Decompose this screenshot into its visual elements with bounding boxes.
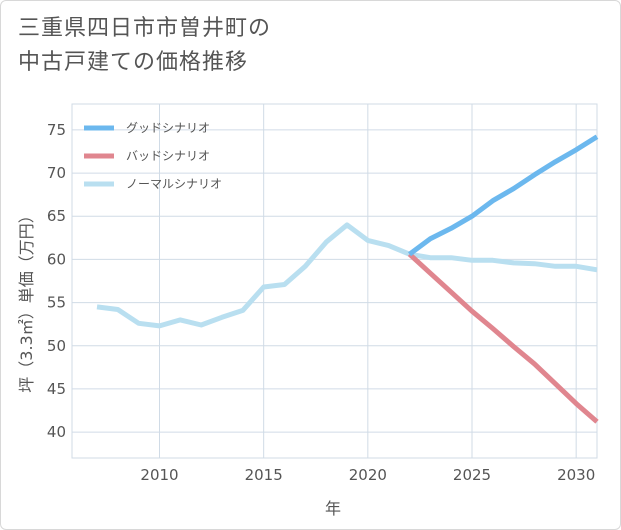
x-tick-label: 2020 <box>349 466 387 484</box>
chart-title-line-1: 三重県四日市市曽井町の <box>18 16 272 41</box>
y-tick-label: 60 <box>47 250 66 268</box>
y-axis-ticks: 40 45 50 55 60 65 70 75 <box>47 121 66 441</box>
series-lines <box>96 134 599 424</box>
chart-title: 三重県四日市市曽井町の 中古戸建ての価格推移 <box>18 12 271 80</box>
x-tick-label: 2030 <box>557 466 595 484</box>
legend-label-good: グッドシナリオ <box>126 121 210 135</box>
y-axis-title: 坪（3.3㎡）単価（万円） <box>17 207 36 392</box>
x-tick-label: 2015 <box>245 466 283 484</box>
series-line-good <box>408 134 599 257</box>
y-tick-label: 65 <box>47 207 66 225</box>
y-tick-label: 50 <box>47 337 66 355</box>
y-tick-label: 75 <box>47 121 66 139</box>
y-tick-label: 55 <box>47 294 66 312</box>
series-line-bad <box>407 252 599 424</box>
y-tick-label: 45 <box>47 380 66 398</box>
y-tick-label: 40 <box>47 423 66 441</box>
x-tick-label: 2025 <box>453 466 491 484</box>
grid-lines <box>71 103 598 459</box>
x-axis-ticks: 2010 2015 2020 2025 2030 <box>140 466 595 484</box>
chart-title-line-2: 中古戸建ての価格推移 <box>18 50 249 75</box>
series-line-normal <box>96 222 598 329</box>
x-tick-label: 2010 <box>140 466 178 484</box>
plot-area-border <box>71 103 598 459</box>
legend-label-bad: バッドシナリオ <box>126 149 210 163</box>
x-axis-title: 年 <box>325 499 341 518</box>
legend-label-normal: ノーマルシナリオ <box>126 177 222 191</box>
y-tick-label: 70 <box>47 164 66 182</box>
